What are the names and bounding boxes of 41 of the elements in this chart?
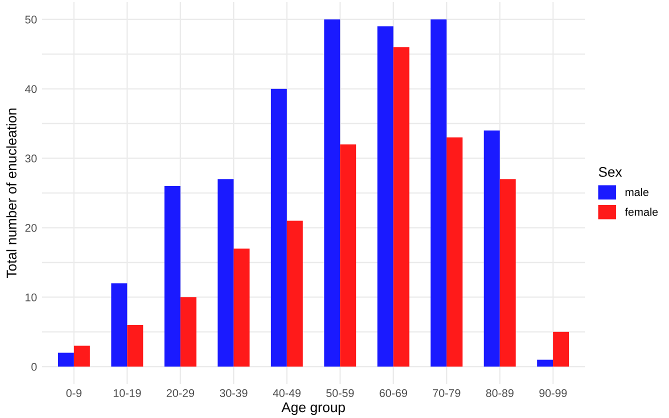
y-tick-label: 10: [26, 293, 37, 302]
x-tick-label: 0-9: [66, 389, 82, 398]
x-axis-title: Age group: [281, 402, 345, 415]
x-tick-label: 50-59: [326, 389, 354, 398]
bar: [377, 26, 394, 367]
bar: [446, 137, 463, 367]
y-tick-label: 0: [31, 362, 37, 371]
y-tick-label: 20: [25, 224, 37, 232]
legend-title: Sex: [598, 167, 622, 177]
x-tick-label: 90-99: [539, 389, 567, 398]
bar: [393, 47, 410, 367]
bar: [180, 297, 196, 367]
x-tick-label: 70-79: [432, 389, 460, 398]
x-tick-label: 30-39: [220, 389, 248, 398]
bar: [74, 346, 90, 367]
bar: [340, 144, 356, 367]
x-tick-label: 40-49: [272, 389, 301, 398]
bar: [58, 352, 74, 367]
bar: [537, 360, 554, 367]
y-tick-label: 30: [25, 154, 37, 162]
x-tick-label: 20-29: [166, 389, 194, 398]
y-axis-title: Total number of enucleation: [6, 108, 16, 278]
y-tick-label: 40: [25, 85, 37, 93]
bar: [270, 88, 287, 367]
bar: [286, 220, 303, 367]
x-tick-label: 60-69: [380, 389, 408, 398]
x-tick-label: 10-19: [114, 389, 141, 398]
bar: [553, 332, 570, 367]
legend-label: female: [625, 208, 658, 216]
bar: [484, 130, 500, 367]
bar: [164, 186, 180, 367]
bar: [324, 19, 340, 367]
bar: [111, 283, 128, 367]
bar: [430, 19, 447, 367]
bar: [234, 248, 250, 367]
bar: [500, 179, 516, 367]
x-tick-label: 80-89: [486, 389, 514, 398]
legend-label: male: [626, 188, 648, 196]
bar: [127, 324, 144, 367]
bar: [218, 179, 234, 367]
y-tick-label: 50: [25, 16, 37, 24]
